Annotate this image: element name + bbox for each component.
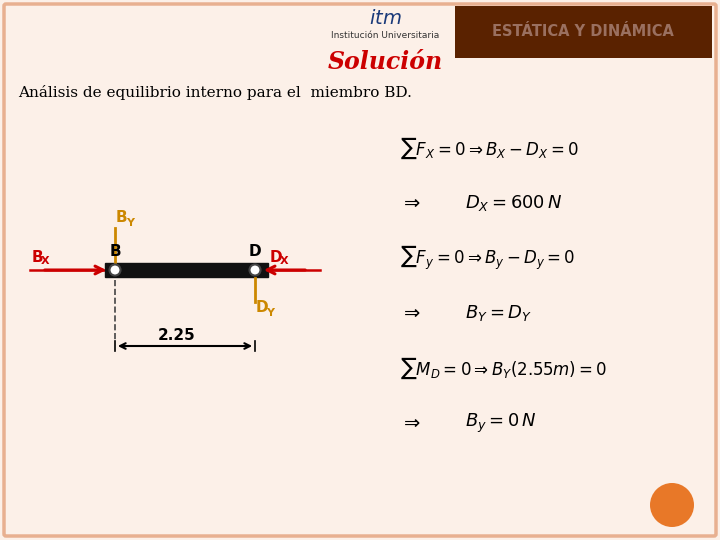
- Text: X: X: [41, 256, 50, 266]
- Circle shape: [250, 265, 261, 275]
- Text: $\mathbf{\it{itm}}$: $\mathbf{\it{itm}}$: [369, 9, 401, 28]
- Text: $B_y = 0\,N$: $B_y = 0\,N$: [465, 411, 536, 435]
- Text: Y: Y: [266, 308, 274, 318]
- FancyBboxPatch shape: [4, 4, 716, 536]
- Text: $\sum M_D = 0 \Rightarrow B_Y(2.55m) = 0$: $\sum M_D = 0 \Rightarrow B_Y(2.55m) = 0…: [400, 355, 607, 381]
- Text: $\Rightarrow$: $\Rightarrow$: [400, 414, 421, 432]
- Text: Solución: Solución: [328, 50, 443, 74]
- Text: D: D: [256, 300, 269, 315]
- Text: D: D: [270, 249, 283, 265]
- Text: $\Rightarrow$: $\Rightarrow$: [400, 304, 421, 322]
- Text: B: B: [109, 245, 121, 260]
- Text: 2.25: 2.25: [158, 328, 196, 343]
- Circle shape: [650, 483, 694, 527]
- Text: B: B: [116, 211, 127, 226]
- Circle shape: [109, 265, 120, 275]
- Text: B: B: [32, 249, 44, 265]
- Bar: [455, 6, 712, 58]
- Text: Análisis de equilibrio interno para el  miembro BD.: Análisis de equilibrio interno para el m…: [18, 84, 412, 99]
- Bar: [105, 263, 268, 277]
- Text: $\sum F_y = 0 \Rightarrow B_y - D_y = 0$: $\sum F_y = 0 \Rightarrow B_y - D_y = 0$: [400, 244, 575, 272]
- Text: Institución Universitaria: Institución Universitaria: [331, 31, 439, 40]
- Text: $D_X = 600\,N$: $D_X = 600\,N$: [465, 193, 562, 213]
- Text: D: D: [248, 245, 261, 260]
- Text: $\sum F_X = 0 \Rightarrow B_X - D_X = 0$: $\sum F_X = 0 \Rightarrow B_X - D_X = 0$: [400, 136, 579, 161]
- Text: $\Rightarrow$: $\Rightarrow$: [400, 194, 421, 212]
- Text: $B_Y = D_Y$: $B_Y = D_Y$: [465, 303, 532, 323]
- Text: X: X: [280, 256, 289, 266]
- Text: ESTÁTICA Y DINÁMICA: ESTÁTICA Y DINÁMICA: [492, 24, 674, 39]
- Text: Y: Y: [126, 218, 134, 228]
